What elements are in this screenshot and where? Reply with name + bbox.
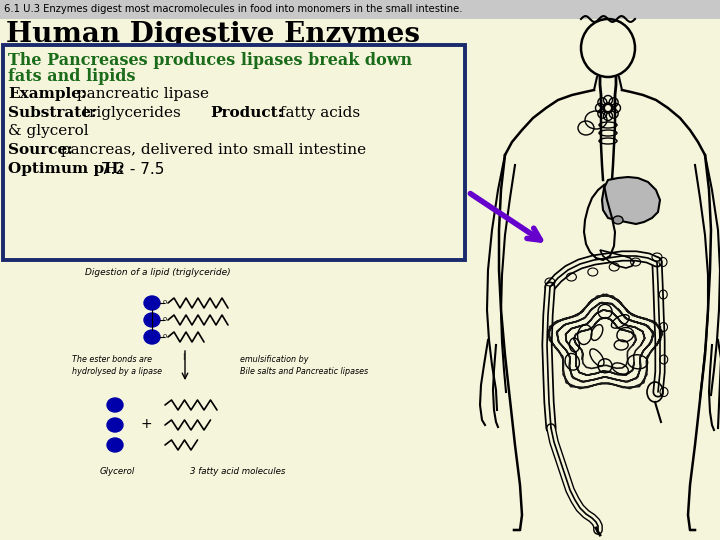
Ellipse shape <box>144 313 160 327</box>
Text: 6.1 U.3 Enzymes digest most macromolecules in food into monomers in the small in: 6.1 U.3 Enzymes digest most macromolecul… <box>4 4 462 15</box>
Text: 3 fatty acid molecules: 3 fatty acid molecules <box>190 467 285 476</box>
Bar <box>3 45 465 260</box>
Text: o: o <box>163 299 167 305</box>
Text: Substrate:: Substrate: <box>8 106 96 120</box>
Bar <box>65 265 460 530</box>
Text: The Pancreases produces lipases break down: The Pancreases produces lipases break do… <box>8 52 412 69</box>
Text: Glycerol: Glycerol <box>100 467 135 476</box>
Text: triglycerides: triglycerides <box>78 106 200 120</box>
Ellipse shape <box>144 296 160 310</box>
Text: pancreas, delivered into small intestine: pancreas, delivered into small intestine <box>56 143 366 157</box>
Text: fats and lipids: fats and lipids <box>8 68 135 85</box>
Text: & glycerol: & glycerol <box>8 124 89 138</box>
Text: fatty acids: fatty acids <box>275 106 360 120</box>
Text: 7.2 - 7.5: 7.2 - 7.5 <box>96 162 164 177</box>
Text: emulsification by
Bile salts and Pancreatic lipases: emulsification by Bile salts and Pancrea… <box>240 355 368 376</box>
Text: The ester bonds are
hydrolysed by a lipase: The ester bonds are hydrolysed by a lipa… <box>72 355 162 376</box>
Ellipse shape <box>144 330 160 344</box>
Ellipse shape <box>613 216 623 224</box>
Ellipse shape <box>107 398 123 412</box>
Ellipse shape <box>107 438 123 452</box>
Text: pancreatic lipase: pancreatic lipase <box>72 87 209 101</box>
Text: Optimum pH:: Optimum pH: <box>8 162 124 176</box>
Text: o: o <box>163 316 167 322</box>
Text: Human Digestive Enzymes: Human Digestive Enzymes <box>6 22 420 49</box>
Ellipse shape <box>107 418 123 432</box>
Text: Example:: Example: <box>8 87 86 101</box>
Bar <box>0 0 720 19</box>
Text: o: o <box>163 333 167 339</box>
Text: Source:: Source: <box>8 143 73 157</box>
Text: Digestion of a lipid (triglyceride): Digestion of a lipid (triglyceride) <box>85 268 230 277</box>
Text: |: | <box>182 353 184 360</box>
Polygon shape <box>602 177 660 224</box>
Text: +: + <box>140 417 152 431</box>
Text: Product:: Product: <box>210 106 283 120</box>
